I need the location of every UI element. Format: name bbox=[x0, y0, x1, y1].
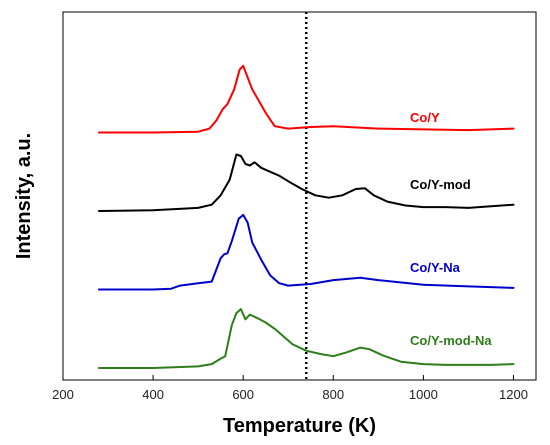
series-group bbox=[98, 64, 515, 369]
series-line-1 bbox=[98, 153, 515, 212]
series-label-3: Co/Y-mod-Na bbox=[410, 333, 492, 348]
series-line-2 bbox=[98, 213, 515, 291]
x-tick-label: 200 bbox=[52, 387, 74, 402]
series-line-3 bbox=[98, 308, 515, 369]
x-tick-label: 600 bbox=[232, 387, 254, 402]
x-axis-ticks: 200 400 600 800 1000 1200 bbox=[52, 375, 528, 402]
series-labels: Co/Y Co/Y-mod Co/Y-Na Co/Y-mod-Na bbox=[410, 110, 492, 348]
x-tick-label: 400 bbox=[142, 387, 164, 402]
series-label-2: Co/Y-Na bbox=[410, 260, 461, 275]
series-label-1: Co/Y-mod bbox=[410, 177, 471, 192]
series-label-0: Co/Y bbox=[410, 110, 440, 125]
x-tick-label: 1000 bbox=[409, 387, 438, 402]
plot-frame bbox=[62, 11, 537, 381]
series-line-0 bbox=[98, 64, 515, 134]
x-tick-label: 1200 bbox=[499, 387, 528, 402]
y-axis-label: Intensity, a.u. bbox=[13, 133, 35, 259]
x-tick-label: 800 bbox=[322, 387, 344, 402]
x-axis-label: Temperature (K) bbox=[223, 415, 376, 437]
